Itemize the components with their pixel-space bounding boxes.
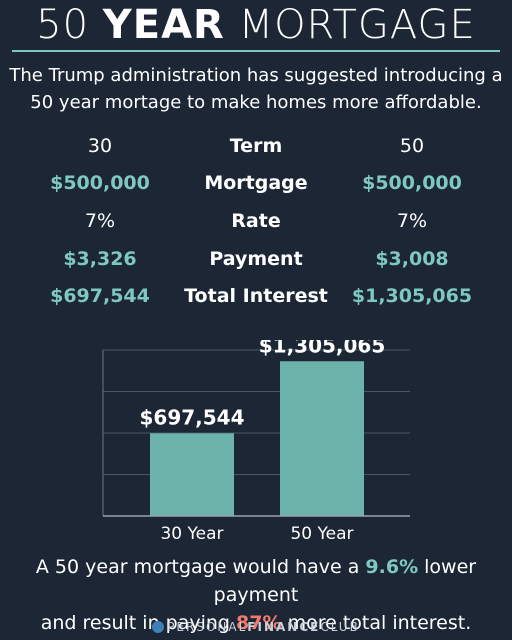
conclusion-line-1: A 50 year mortgage would have a 9.6% low… <box>0 553 512 609</box>
bar <box>280 361 364 516</box>
right-value: 50 <box>399 135 425 157</box>
left-value: $500,000 <box>50 172 150 194</box>
row-label: Mortgage <box>204 172 308 194</box>
row-label: Term <box>229 135 283 157</box>
row-label: Total Interest <box>184 285 328 307</box>
conclusion-line-1-pre: A 50 year mortgage would have a <box>35 556 360 578</box>
title-tail: MORTGAGE <box>238 2 476 48</box>
left-value: 30 <box>87 135 113 157</box>
payment-reduction-value: 9.6% <box>365 556 419 578</box>
interest-bar-chart: $697,544 30 Year $1,305,065 50 Year <box>102 340 410 544</box>
conclusion-line-2-pre: and result in paying <box>40 612 230 634</box>
comparison-row: $697,544 Total Interest $1,305,065 <box>0 285 512 315</box>
category-label: 30 Year <box>160 524 223 544</box>
page-title: 50 YEAR MORTGAGE <box>0 2 512 48</box>
right-value: $500,000 <box>362 172 462 194</box>
data-label: $697,544 <box>139 405 244 429</box>
right-value: 7% <box>396 210 428 232</box>
right-value: $1,305,065 <box>351 285 473 307</box>
title-bold-word: YEAR <box>102 2 225 48</box>
conclusion-line-2: and result in paying 87% more total inte… <box>0 609 512 637</box>
category-label: 50 Year <box>290 524 353 544</box>
left-value: $697,544 <box>50 285 150 307</box>
footer-brand: PERSONALFINANCECLUB <box>0 620 512 634</box>
comparison-row: $3,326 Payment $3,008 <box>0 248 512 278</box>
row-label: Payment <box>209 248 303 270</box>
left-value: 7% <box>84 210 116 232</box>
brand-bold: FINANCE <box>247 620 321 634</box>
intro-text: The Trump administration has suggested i… <box>0 62 512 116</box>
conclusion-line-1-post: lower payment <box>213 556 477 606</box>
conclusion-text: A 50 year mortgage would have a 9.6% low… <box>0 553 512 637</box>
intro-line-2: 50 year mortage to make homes more affor… <box>30 92 482 113</box>
title-divider <box>12 50 500 52</box>
comparison-row: 30 Term 50 <box>0 135 512 165</box>
brand-pre: PERSONAL <box>167 620 248 634</box>
right-value: $3,008 <box>375 248 449 270</box>
data-label: $1,305,065 <box>259 340 386 357</box>
conclusion-line-2-post: more total interest. <box>287 612 472 634</box>
brand-post: CLUB <box>320 620 360 634</box>
row-label: Rate <box>231 210 281 232</box>
left-value: $3,326 <box>63 248 137 270</box>
title-number: 50 <box>36 2 90 48</box>
comparison-row: $500,000 Mortgage $500,000 <box>0 172 512 202</box>
brand-logo-icon <box>152 621 165 633</box>
comparison-row: 7% Rate 7% <box>0 210 512 240</box>
intro-line-1: The Trump administration has suggested i… <box>9 65 503 86</box>
bar <box>150 433 234 516</box>
interest-increase-value: 87% <box>236 612 282 634</box>
